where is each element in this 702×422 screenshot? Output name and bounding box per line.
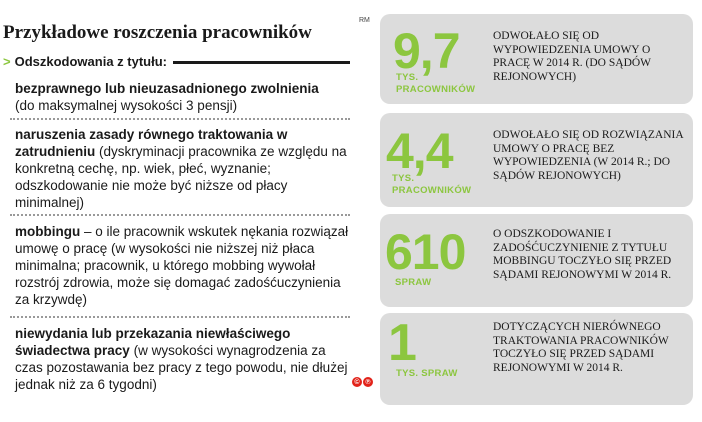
- divider: [10, 214, 350, 216]
- stat-unit: PRACOWNIKÓW: [392, 185, 472, 196]
- stat-value: 610: [385, 224, 466, 280]
- subtitle-row: > Odszkodowania z tytułu:: [3, 51, 350, 71]
- claim-item-1: bezprawnego lub nieuzasadnionego zwolnie…: [15, 80, 350, 114]
- claim-item-text: (do maksymalnej wysokości 3 pensji): [15, 98, 238, 113]
- claim-item-2: naruszenia zasady równego traktowania w …: [15, 126, 350, 211]
- subtitle-rule: [173, 60, 350, 64]
- claim-item-title: bezprawnego lub nieuzasadnionego zwolnie…: [15, 81, 319, 96]
- claim-item-title: naruszenia zasady równego traktowania w …: [15, 127, 288, 159]
- phonogram-icon: ℗: [363, 377, 373, 387]
- claim-item-text: (w wysokości wynagrodzenia za czas pozos…: [15, 343, 348, 392]
- divider: [10, 316, 350, 318]
- stat-unit: SPRAW: [395, 277, 432, 288]
- copyright-icon: ©: [352, 377, 362, 387]
- stat-value: 1: [388, 314, 417, 372]
- stat-description: Odwołało się od wypowiedzenia umowy o pr…: [493, 30, 651, 83]
- claim-item-title: mobbingu: [15, 224, 81, 239]
- stat-unit: TYS. SPRAW: [396, 368, 458, 379]
- claim-item-text: (dyskryminacji pracownika ze względu na …: [15, 144, 347, 210]
- stat-unit: TYS.: [396, 72, 419, 83]
- chevron-right-icon: >: [3, 53, 11, 69]
- stat-card-1: 9,7 TYS. PRACOWNIKÓW Odwołało się od wyp…: [380, 14, 693, 104]
- stat-value: 9,7: [393, 23, 461, 79]
- stat-description: Odwołało się od rozwiązania umowy o prac…: [493, 129, 684, 182]
- rm-mark: RM: [359, 17, 370, 24]
- stat-description: Dotyczących nierównego traktowania praco…: [493, 321, 669, 374]
- claim-item-3: mobbingu – o ile pracownik wskutek nękan…: [15, 223, 350, 308]
- stat-card-4: 1 TYS. SPRAW Dotyczących nierównego trak…: [380, 313, 693, 405]
- claim-item-title: niewydania lub przekazania niewłaściwego…: [15, 326, 291, 358]
- stat-description: O odszkodowanie i zadośćuczynienie z tyt…: [493, 228, 672, 281]
- divider: [10, 118, 350, 120]
- stat-card-2: 4,4 TYS. PRACOWNIKÓW Odwołało się od roz…: [380, 113, 693, 207]
- page-title: Przykładowe roszczenia pracowników: [3, 22, 312, 43]
- claim-item-4: niewydania lub przekazania niewłaściwego…: [15, 325, 350, 393]
- stat-unit: PRACOWNIKÓW: [396, 84, 476, 95]
- copyright-marks: © ℗: [352, 377, 374, 388]
- subtitle: Odszkodowania z tytułu:: [14, 53, 167, 69]
- stat-card-3: 610 SPRAW O odszkodowanie i zadośćuczyni…: [380, 214, 693, 307]
- stat-unit: TYS.: [392, 173, 415, 184]
- stat-value: 4,4: [386, 123, 454, 179]
- claim-item-text: – o ile pracownik wskutek nękania rozwią…: [15, 224, 349, 307]
